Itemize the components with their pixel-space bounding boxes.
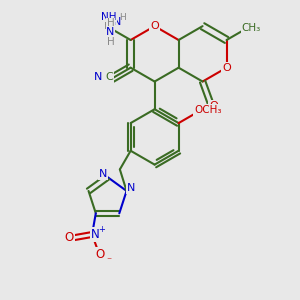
Text: H: H [106, 18, 114, 28]
Text: O: O [209, 101, 218, 111]
Text: NH: NH [101, 11, 117, 22]
Text: O: O [95, 248, 104, 261]
Text: O: O [222, 63, 231, 73]
Text: CH₃: CH₃ [242, 23, 261, 33]
Text: +: + [98, 225, 105, 234]
Text: N: N [127, 183, 135, 193]
Text: H: H [106, 37, 114, 46]
Text: N: N [112, 16, 121, 26]
Text: ⁻: ⁻ [106, 256, 112, 266]
Text: H: H [104, 21, 111, 31]
Text: H: H [119, 13, 126, 22]
Text: N: N [99, 169, 107, 179]
Text: C: C [105, 72, 113, 82]
Text: O: O [64, 231, 74, 244]
Text: N: N [91, 228, 100, 241]
Text: OCH₃: OCH₃ [194, 105, 222, 115]
Text: O: O [150, 21, 159, 31]
Text: N: N [94, 72, 102, 82]
Text: N: N [106, 27, 115, 37]
